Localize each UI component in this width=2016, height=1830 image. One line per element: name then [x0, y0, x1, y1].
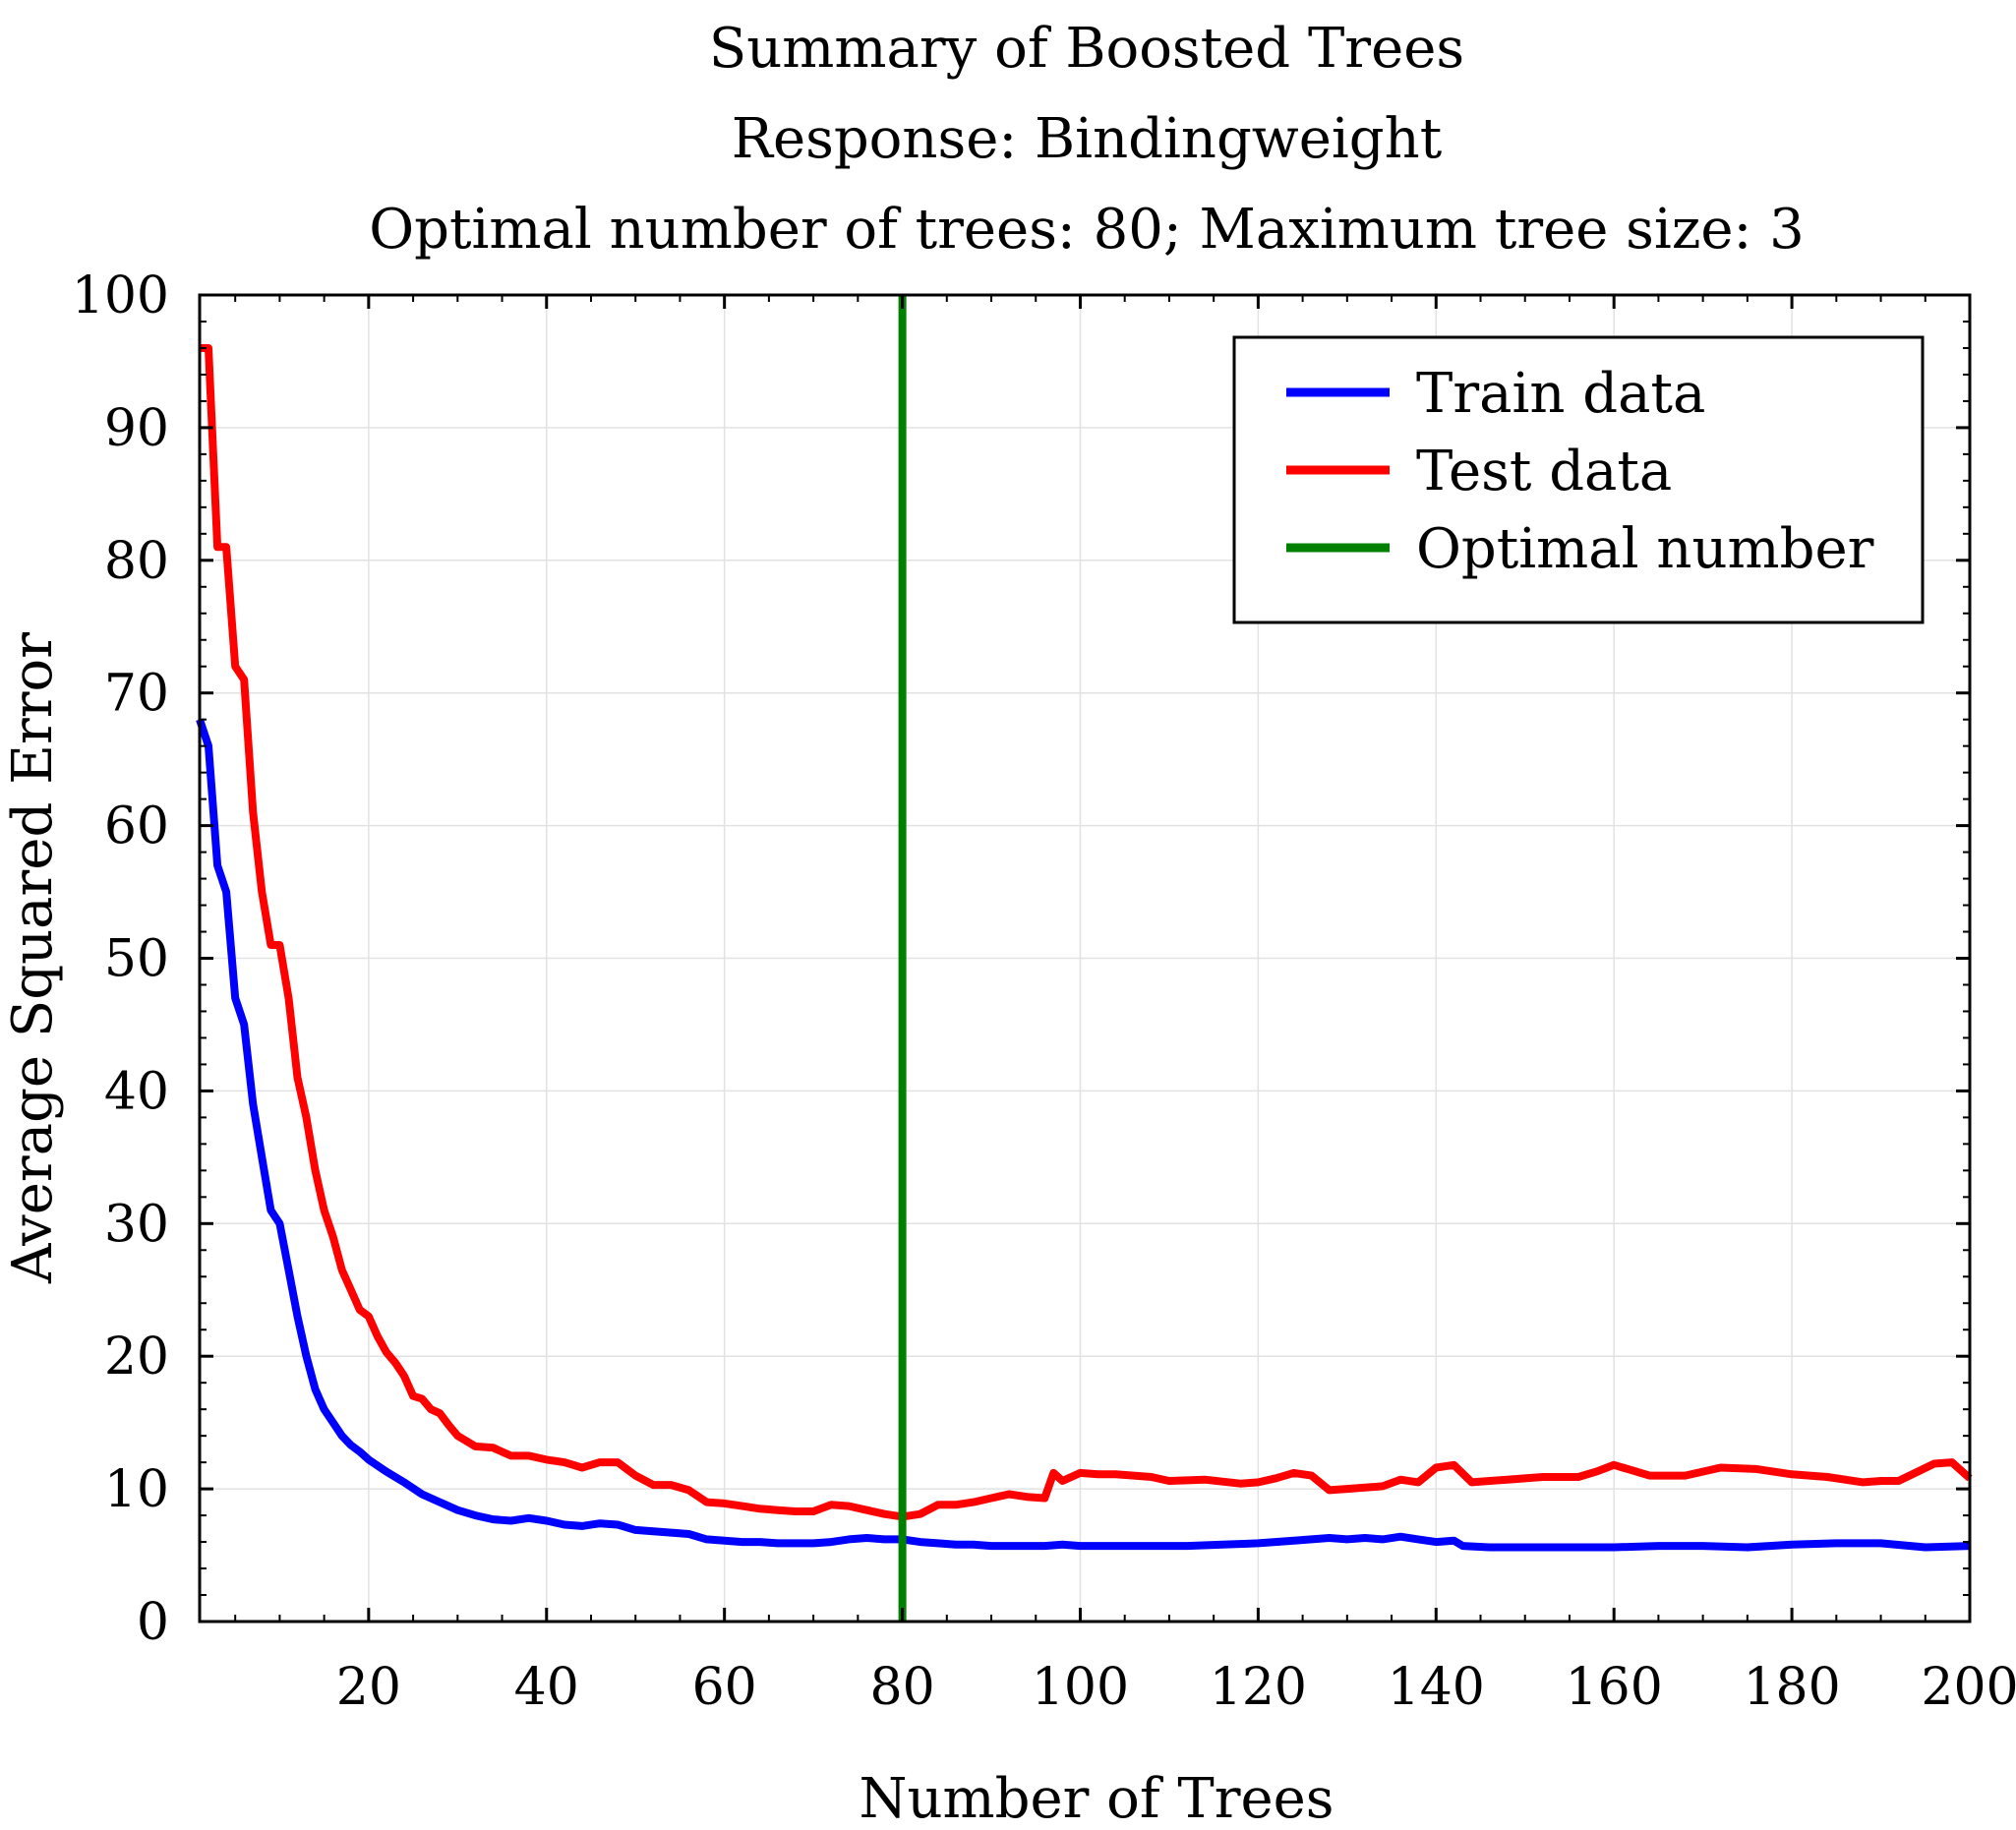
- x-tick-label: 160: [1566, 1658, 1663, 1717]
- x-tick-label: 200: [1921, 1658, 2016, 1717]
- x-tick-label: 180: [1743, 1658, 1840, 1717]
- legend-label-test: Test data: [1416, 440, 1672, 503]
- y-tick-label: 60: [104, 797, 169, 856]
- ticks: [200, 293, 1972, 1623]
- tick-labels: 20 40 60 80 100 120 140 160 180 200 0 10 20 30 40 50 60 7…: [72, 266, 2016, 1717]
- train-data-line: [196, 718, 1971, 1552]
- chart-title: Summary of Boosted Trees: [709, 17, 1464, 81]
- legend-label-train: Train data: [1416, 362, 1705, 426]
- legend: Train data Test data Optimal number: [1232, 335, 1925, 624]
- y-tick-label: 20: [104, 1328, 169, 1387]
- legend-label-optimal: Optimal number: [1416, 517, 1874, 581]
- x-tick-label: 100: [1032, 1658, 1129, 1717]
- y-tick-label: 10: [104, 1460, 169, 1519]
- legend-box: [1232, 335, 1925, 624]
- x-axis-label: Number of Trees: [859, 1767, 1334, 1830]
- y-tick-label: 40: [104, 1062, 169, 1121]
- y-tick-label: 0: [137, 1593, 169, 1652]
- test-data-line: [200, 344, 1973, 1521]
- chart-subtitle: Response: Bindingweight: [732, 107, 1443, 171]
- y-tick-label: 30: [104, 1195, 169, 1254]
- series-group: [196, 295, 1973, 1622]
- x-tick-label: 40: [514, 1658, 579, 1717]
- y-tick-label: 80: [104, 532, 169, 591]
- x-tick-label: 60: [692, 1658, 757, 1717]
- chart-subtitle-optimal: Optimal number of trees: 80; Maximum tre…: [369, 198, 1805, 262]
- y-tick-label: 70: [104, 665, 169, 724]
- x-tick-label: 80: [869, 1658, 934, 1717]
- x-tick-label: 20: [336, 1658, 401, 1717]
- y-tick-label: 90: [104, 399, 169, 458]
- y-axis-label: Average Squared Error: [1, 632, 65, 1284]
- y-tick-label: 100: [72, 266, 169, 325]
- x-tick-label: 140: [1388, 1658, 1485, 1717]
- x-tick-label: 120: [1210, 1658, 1307, 1717]
- y-tick-label: 50: [104, 930, 169, 989]
